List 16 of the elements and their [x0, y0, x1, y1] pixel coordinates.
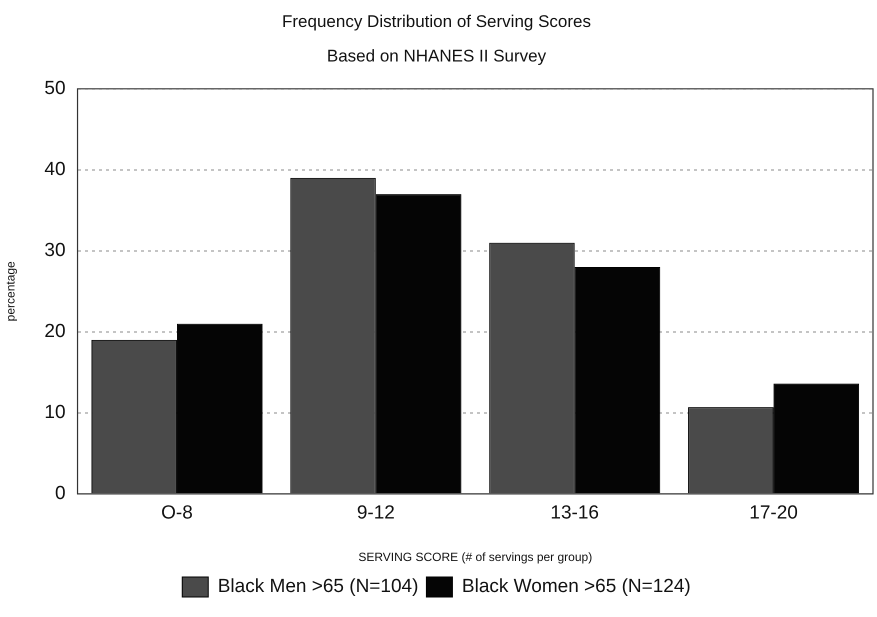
y-tick-label: 10 — [44, 402, 66, 424]
y-tick-label: 50 — [44, 78, 66, 100]
chart-subtitle: Based on NHANES II Survey — [326, 46, 547, 66]
x-axis-title: SERVING SCORE (# of servings per group) — [358, 550, 592, 564]
y-tick-label: 0 — [54, 483, 66, 504]
legend-label: Black Women >65 (N=124) — [462, 576, 691, 598]
x-tick-label: 13-16 — [550, 502, 600, 524]
x-tick-label: O-8 — [161, 502, 193, 524]
y-axis-title: percentage — [4, 260, 18, 322]
chart-title: Frequency Distribution of Serving Scores — [282, 12, 591, 31]
y-tick-label: 30 — [44, 240, 66, 262]
x-tick-label: 17-20 — [749, 502, 798, 524]
y-tick-label: 40 — [44, 159, 66, 180]
x-tick-label: 9-12 — [356, 502, 395, 524]
legend-label: Black Men >65 (N=104) — [218, 576, 418, 598]
y-tick-label: 20 — [44, 321, 66, 342]
